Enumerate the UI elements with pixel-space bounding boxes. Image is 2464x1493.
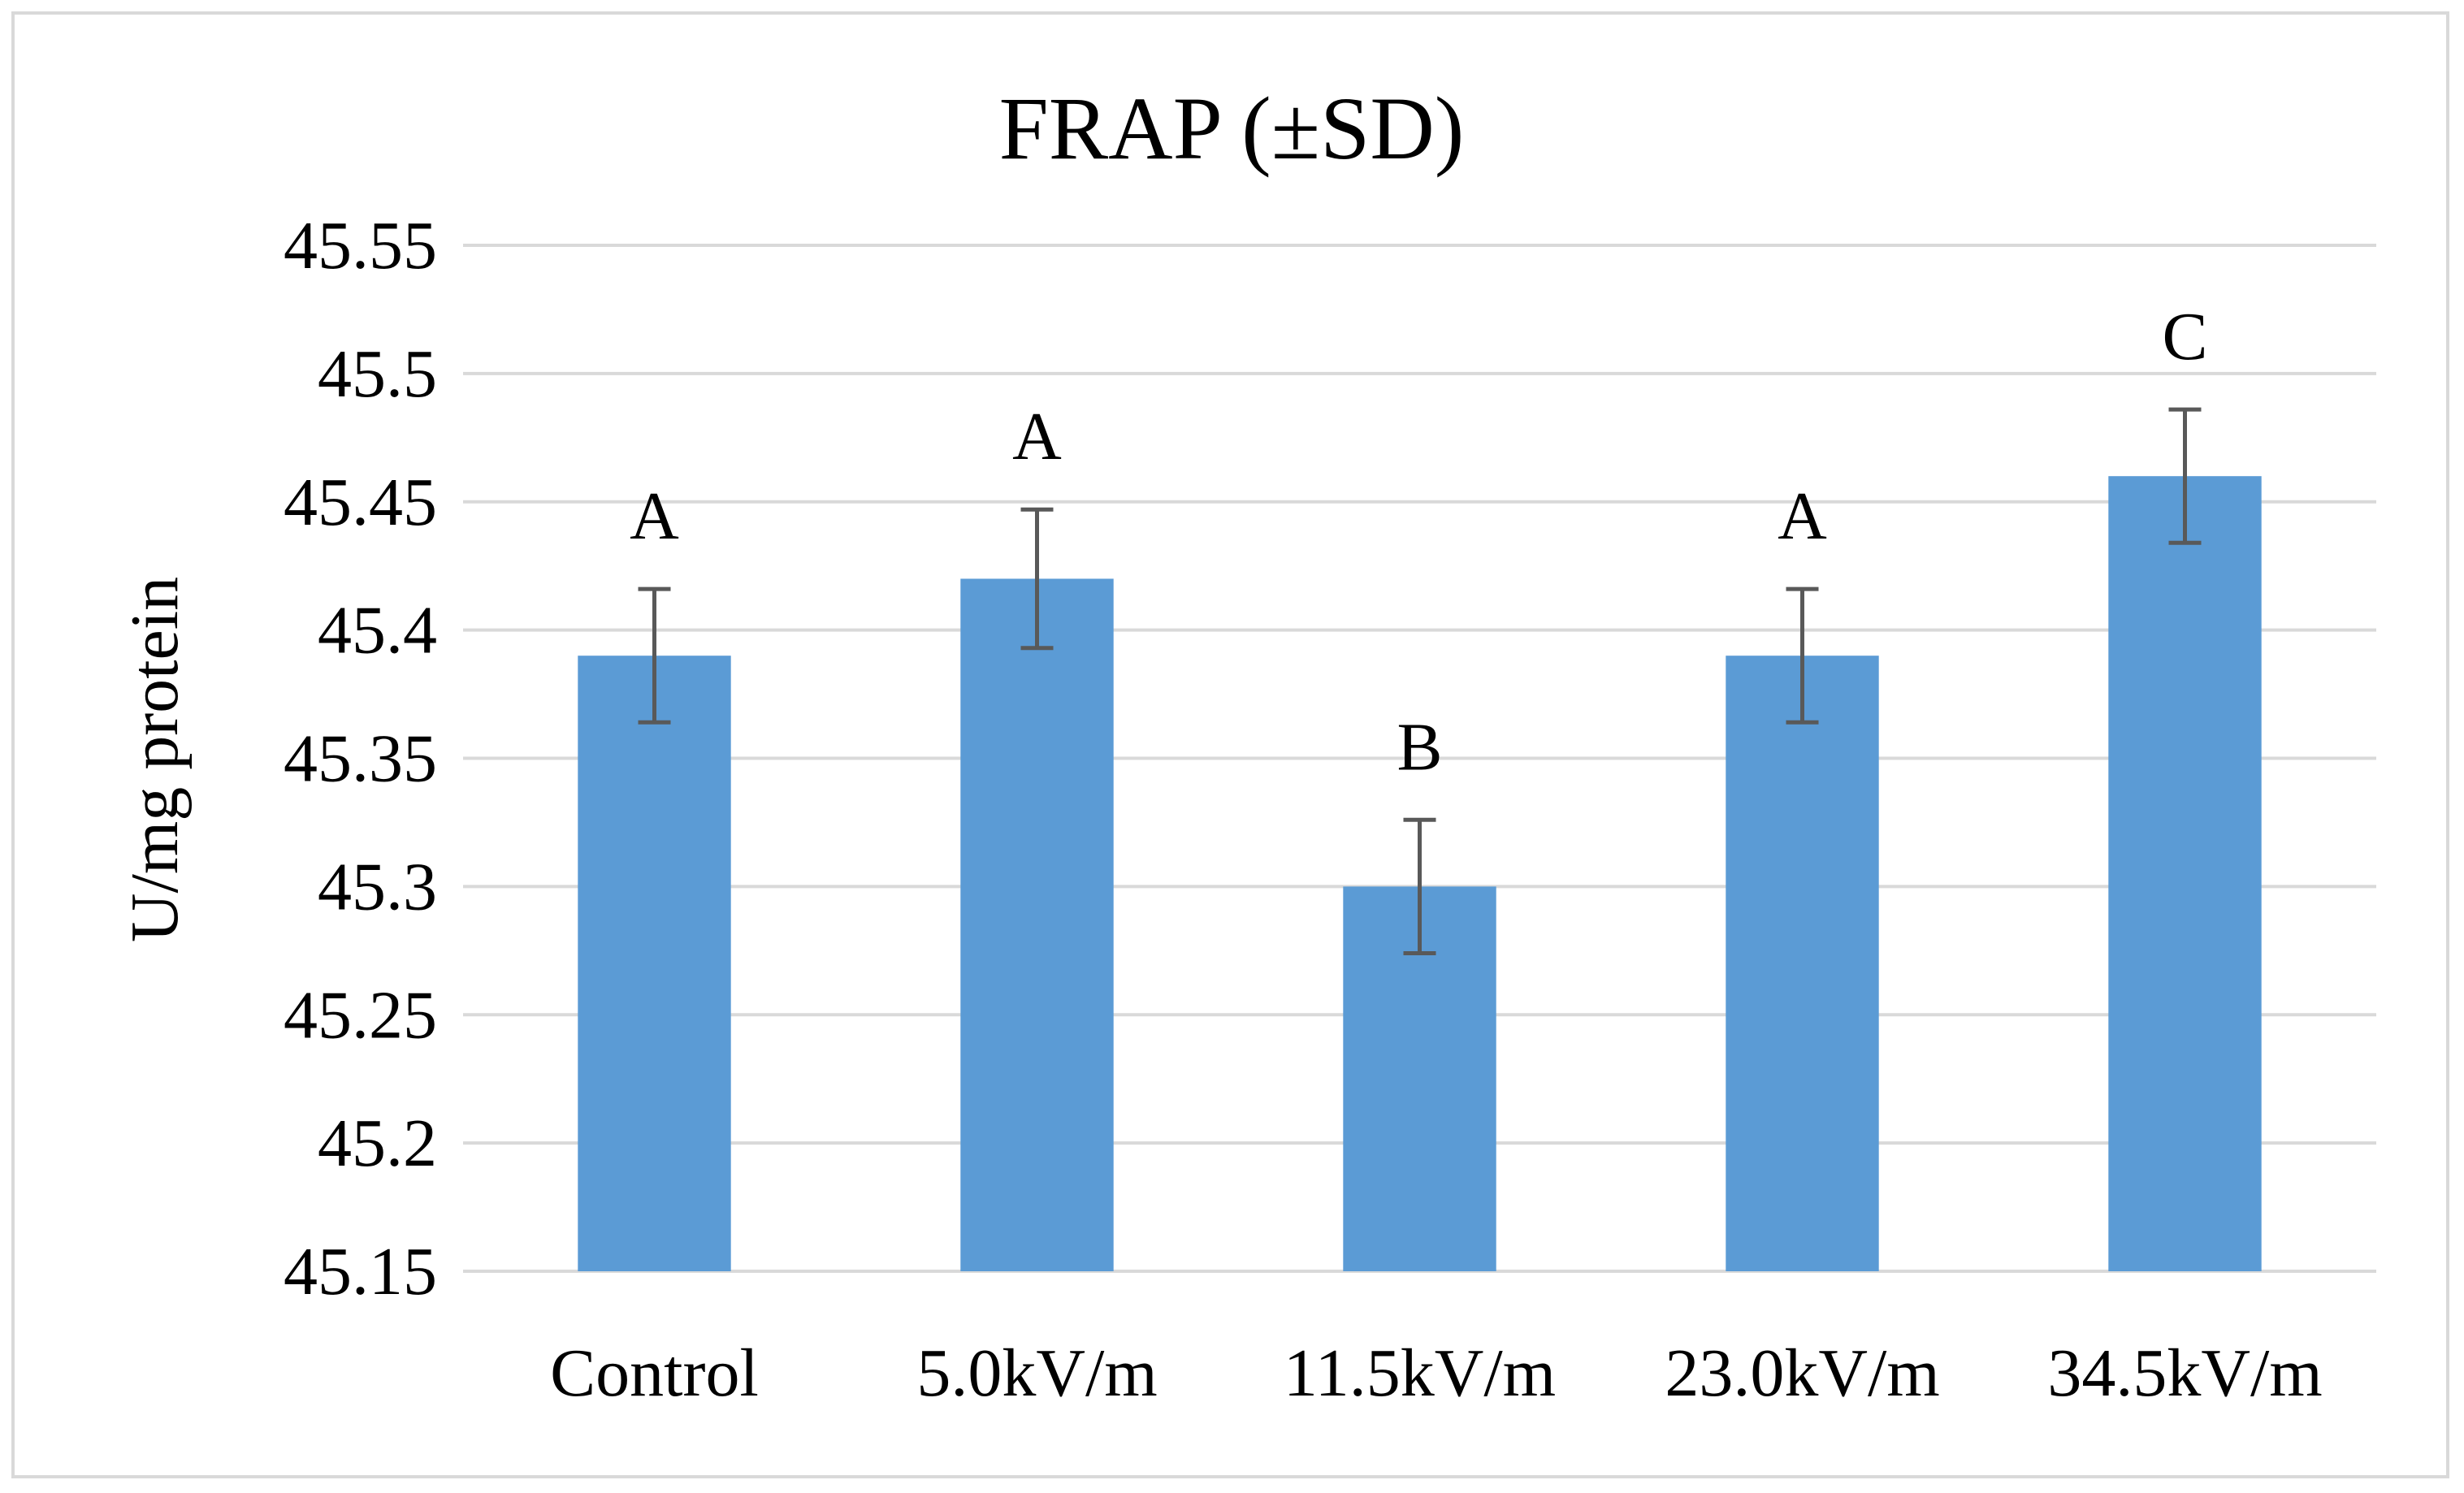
error-bar — [2168, 407, 2202, 545]
bar — [578, 656, 731, 1271]
y-tick-label: 45.35 — [284, 721, 437, 797]
bar — [1726, 656, 1879, 1271]
error-bar — [638, 586, 671, 725]
x-tick-label: 11.5kV/m — [1284, 1335, 1556, 1411]
chart-frame — [11, 11, 2449, 1478]
y-tick-label: 45.45 — [284, 465, 437, 540]
x-tick-label: 34.5kV/m — [2047, 1335, 2322, 1411]
y-tick-label: 45.2 — [318, 1106, 437, 1181]
error-bar — [1020, 507, 1054, 651]
significance-letter: A — [1778, 478, 1827, 554]
y-tick-label: 45.55 — [284, 208, 437, 283]
y-tick-label: 45.4 — [318, 593, 437, 669]
x-tick-label: 5.0kV/m — [916, 1335, 1157, 1411]
x-tick-label: 23.0kV/m — [1665, 1335, 1939, 1411]
y-tick-labels: 45.15 45.2 45.25 45.3 45.35 45.4 45.45 45.5 45.5… — [284, 208, 437, 1309]
chart-title: FRAP (±SD) — [999, 79, 1465, 178]
y-tick-label: 45.5 — [318, 336, 437, 412]
significance-letter: A — [1012, 399, 1062, 474]
error-bar — [1786, 586, 1819, 725]
significance-letter: B — [1397, 709, 1442, 785]
bars — [578, 476, 2262, 1271]
significance-letter: A — [630, 478, 679, 554]
bar — [2108, 476, 2262, 1271]
error-bar — [1403, 817, 1436, 955]
x-tick-label: Control — [550, 1335, 759, 1411]
y-axis-label: U/mg protein — [117, 577, 193, 942]
y-tick-label: 45.25 — [284, 977, 437, 1053]
gridlines — [463, 244, 2376, 1273]
significance-letter: C — [2162, 299, 2207, 374]
bar — [960, 578, 1114, 1271]
significance-letters: A A B A C — [630, 299, 2207, 785]
y-tick-label: 45.15 — [284, 1234, 437, 1309]
y-tick-label: 45.3 — [318, 849, 437, 924]
error-bars — [638, 407, 2202, 955]
x-tick-labels: Control 5.0kV/m 11.5kV/m 23.0kV/m 34.5kV/m — [550, 1335, 2323, 1411]
